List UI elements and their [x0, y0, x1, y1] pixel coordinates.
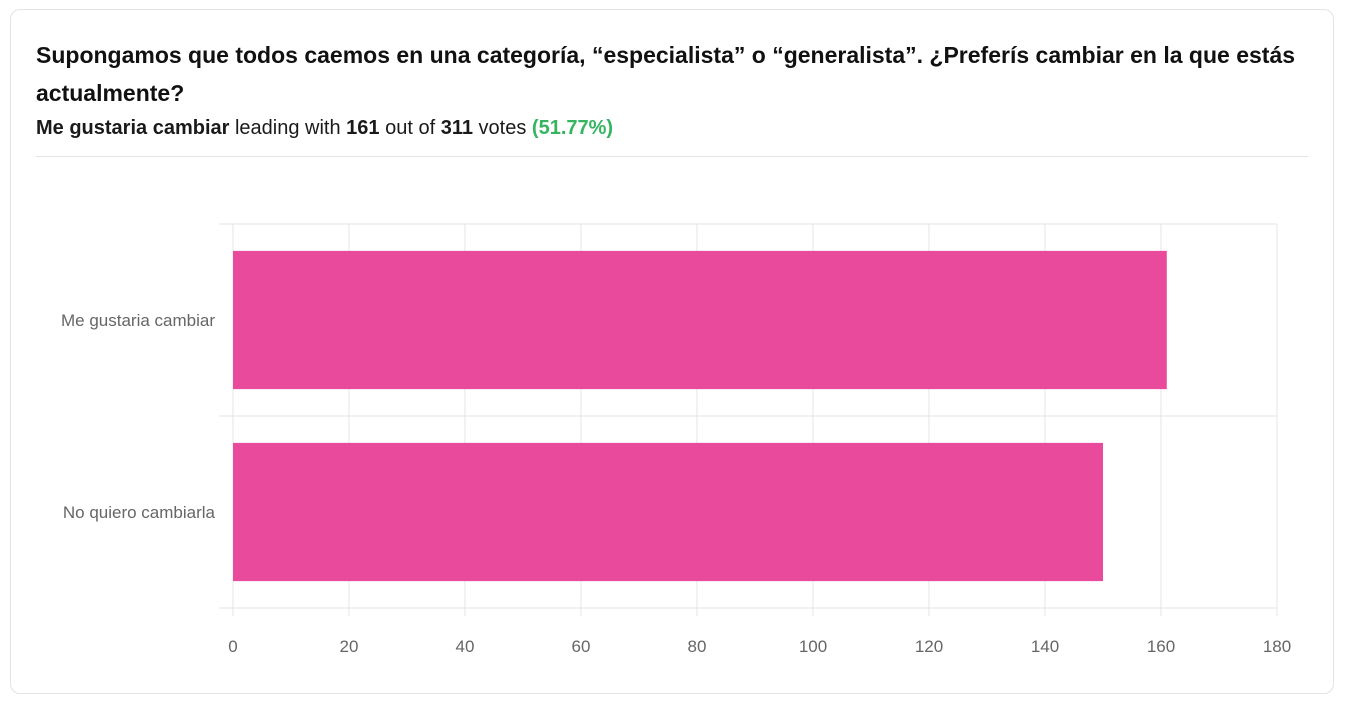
x-tick-label: 60	[572, 637, 591, 656]
category-label: No quiero cambiarla	[63, 503, 216, 522]
poll-question: Supongamos que todos caemos en una categ…	[36, 42, 1296, 106]
x-tick-label: 80	[688, 637, 707, 656]
votes-text: votes	[478, 117, 527, 139]
header-divider	[36, 156, 1308, 157]
category-label: Me gustaria cambiar	[61, 311, 215, 330]
leader-votes: 161	[346, 117, 380, 139]
leader-name: Me gustaria cambiar	[36, 117, 230, 139]
x-tick-label: 140	[1031, 637, 1059, 656]
leader-percentage: (51.77%)	[531, 117, 614, 139]
x-tick-label: 20	[340, 637, 359, 656]
leading-text: leading with	[234, 117, 341, 139]
x-tick-label: 160	[1147, 637, 1175, 656]
poll-summary: Me gustaria cambiar leading with 161 out…	[36, 115, 613, 141]
x-tick-label: 100	[799, 637, 827, 656]
x-tick-label: 120	[915, 637, 943, 656]
x-tick-label: 180	[1263, 637, 1291, 656]
bar	[233, 250, 1167, 390]
x-tick-label: 40	[456, 637, 475, 656]
out-of-text: out of	[385, 117, 436, 139]
total-votes: 311	[440, 117, 473, 139]
x-tick-label: 0	[228, 637, 237, 656]
bar	[233, 442, 1103, 582]
